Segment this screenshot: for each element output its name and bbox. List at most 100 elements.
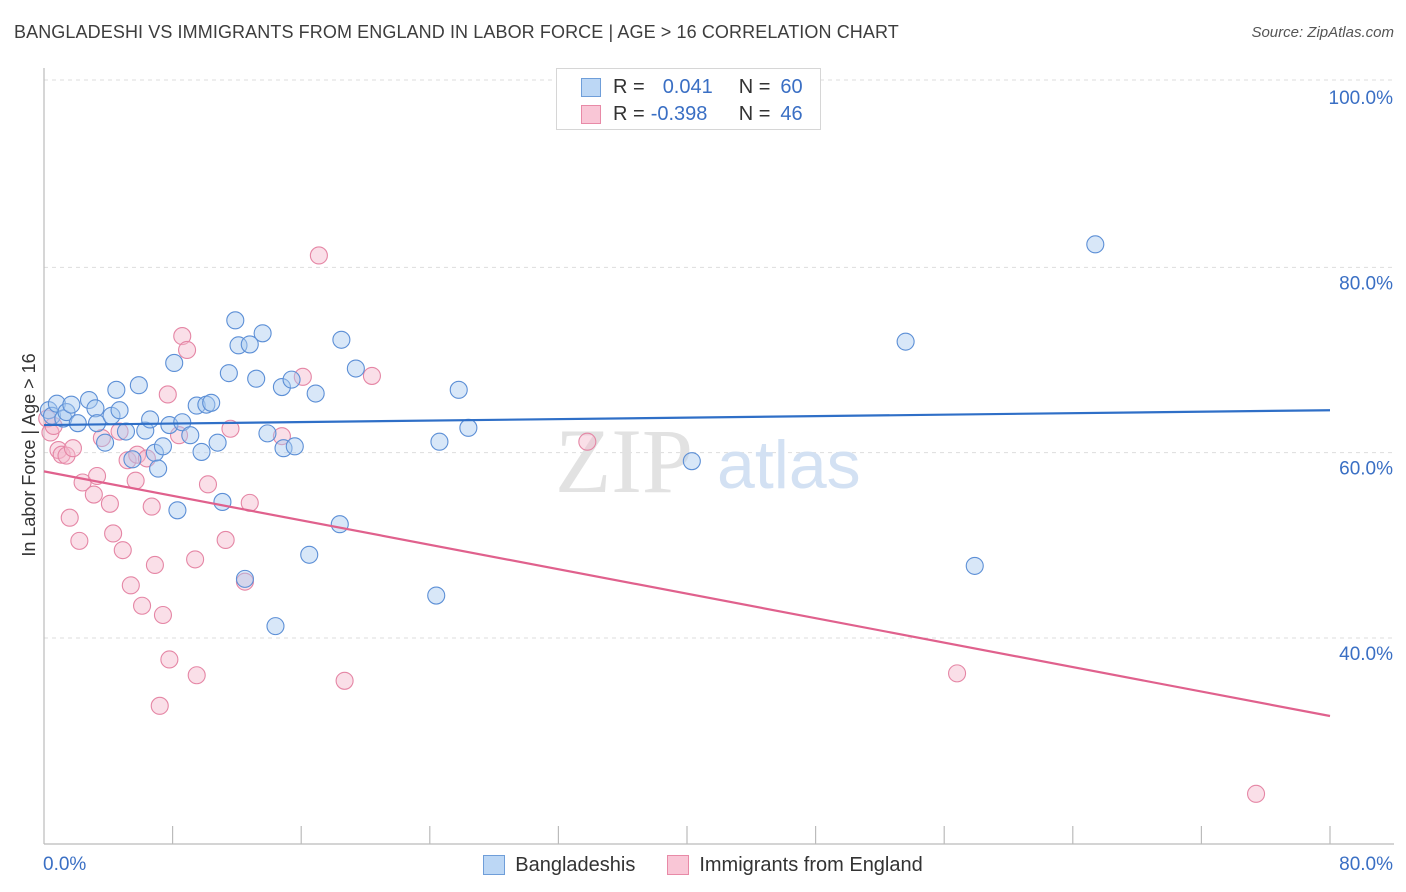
bangladeshi-point: [62, 395, 81, 414]
bangladeshi-point: [274, 439, 293, 458]
england-point: [362, 366, 381, 385]
watermark-atlas: atlas: [717, 427, 861, 503]
bangladeshi-point: [247, 369, 266, 388]
england-point: [70, 531, 89, 550]
trend-lines: [43, 409, 1331, 718]
bangladeshi-point: [202, 393, 221, 412]
bangladeshi-point: [240, 335, 259, 354]
bangladeshi-swatch: [581, 77, 601, 97]
england-point: [142, 497, 161, 516]
bangladeshi-point: [208, 433, 227, 452]
bangladeshi-point: [306, 384, 325, 403]
legend-item-england[interactable]: Immigrants from England: [667, 853, 923, 877]
bangladeshi-point: [68, 414, 87, 433]
england-point: [335, 671, 354, 690]
bangladeshi-point: [282, 370, 301, 389]
y-tick-label: 100.0%: [1329, 88, 1394, 109]
england-point: [110, 422, 129, 441]
bangladeshi-point: [107, 380, 126, 399]
england-point: [173, 327, 192, 346]
england-point: [60, 508, 79, 527]
england-points: [38, 246, 1266, 803]
bangladeshi-point: [149, 459, 168, 478]
bangladeshi-point: [187, 396, 206, 415]
stats-row-bangladeshi: R = 0.041 N = 60: [581, 75, 803, 99]
y-tick-labels: 40.0% 60.0% 80.0% 100.0%: [1329, 88, 1394, 665]
gridlines: [44, 79, 1394, 639]
x-tick-label: 80.0%: [1339, 854, 1393, 875]
stats-box: R = 0.041 N = 60 R = -0.398 N = 46: [556, 68, 821, 130]
bangladeshi-point: [896, 332, 915, 351]
bangladeshi-point: [965, 556, 984, 575]
england-point: [186, 550, 205, 569]
bangladeshi-n-value: 60: [780, 75, 803, 98]
england-point: [133, 596, 152, 615]
england-point: [578, 432, 597, 451]
bangladeshi-point: [86, 399, 105, 418]
bangladeshi-point: [165, 353, 184, 373]
bangladeshi-point: [181, 426, 200, 445]
england-point: [63, 439, 82, 458]
bangladeshi-point: [253, 324, 272, 343]
legend: Bangladeshis Immigrants from England: [0, 852, 1406, 878]
england-point: [100, 494, 119, 513]
watermark-zip: ZIP: [555, 410, 693, 512]
bangladeshi-point: [430, 432, 449, 451]
y-tick-label: 80.0%: [1339, 273, 1393, 294]
stats-row-england: R = -0.398 N = 46: [581, 102, 803, 126]
bangladeshi-point: [330, 515, 349, 534]
england-point: [309, 246, 328, 265]
england-point: [293, 367, 312, 386]
legend-swatch-england: [667, 855, 690, 875]
bangladeshi-point: [116, 422, 136, 441]
y-tick-label: 40.0%: [1339, 644, 1393, 665]
y-tick-label: 60.0%: [1339, 459, 1393, 480]
axes: [43, 68, 1394, 845]
bangladeshi-point: [192, 442, 211, 461]
legend-label-england: Immigrants from England: [699, 853, 923, 876]
r-label: R =: [613, 102, 645, 125]
bangladeshi-point: [226, 311, 245, 330]
legend-swatch-bangladeshi: [483, 855, 506, 875]
bangladeshi-point: [258, 424, 277, 443]
bangladeshi-point: [219, 364, 238, 383]
england-point: [221, 419, 240, 438]
england-point: [57, 446, 76, 465]
england-point: [84, 485, 103, 504]
bangladeshi-point: [266, 617, 285, 636]
bangladeshi-point: [235, 569, 254, 588]
england-point: [121, 576, 140, 595]
bangladeshi-trend-line: [43, 409, 1331, 427]
bangladeshi-point: [141, 410, 160, 429]
n-label: N =: [738, 102, 771, 125]
bangladeshi-point: [213, 492, 232, 512]
bangladeshi-point: [449, 380, 468, 399]
bangladeshi-point: [459, 418, 478, 437]
r-label: R =: [613, 75, 645, 98]
england-point: [160, 650, 179, 669]
bangladeshi-point: [153, 437, 173, 456]
legend-item-bangladeshi[interactable]: Bangladeshis: [483, 854, 635, 877]
bangladeshi-point: [300, 545, 319, 564]
england-point: [153, 605, 173, 625]
england-point: [150, 696, 169, 715]
bangladeshi-point: [136, 421, 155, 440]
chart-title: BANGLADESHI VS IMMIGRANTS FROM ENGLAND I…: [14, 22, 899, 42]
england-point: [216, 530, 235, 549]
england-point: [104, 524, 123, 543]
bangladeshi-point: [285, 437, 304, 456]
y-axis-label: In Labor Force | Age > 16: [19, 353, 39, 556]
bangladeshi-point: [96, 433, 115, 452]
england-point: [158, 385, 177, 404]
england-r-value: -0.398: [650, 102, 708, 125]
bangladeshi-point: [346, 359, 365, 378]
bangladeshi-points: [39, 235, 1105, 636]
bangladeshi-point: [110, 401, 129, 420]
source-label: Source: ZipAtlas.com: [1251, 24, 1394, 41]
england-point: [198, 475, 218, 494]
england-point: [145, 555, 164, 575]
england-point: [178, 340, 197, 360]
bangladeshi-point: [1086, 235, 1105, 254]
bangladeshi-point: [129, 376, 148, 395]
bangladeshi-point: [87, 414, 107, 433]
